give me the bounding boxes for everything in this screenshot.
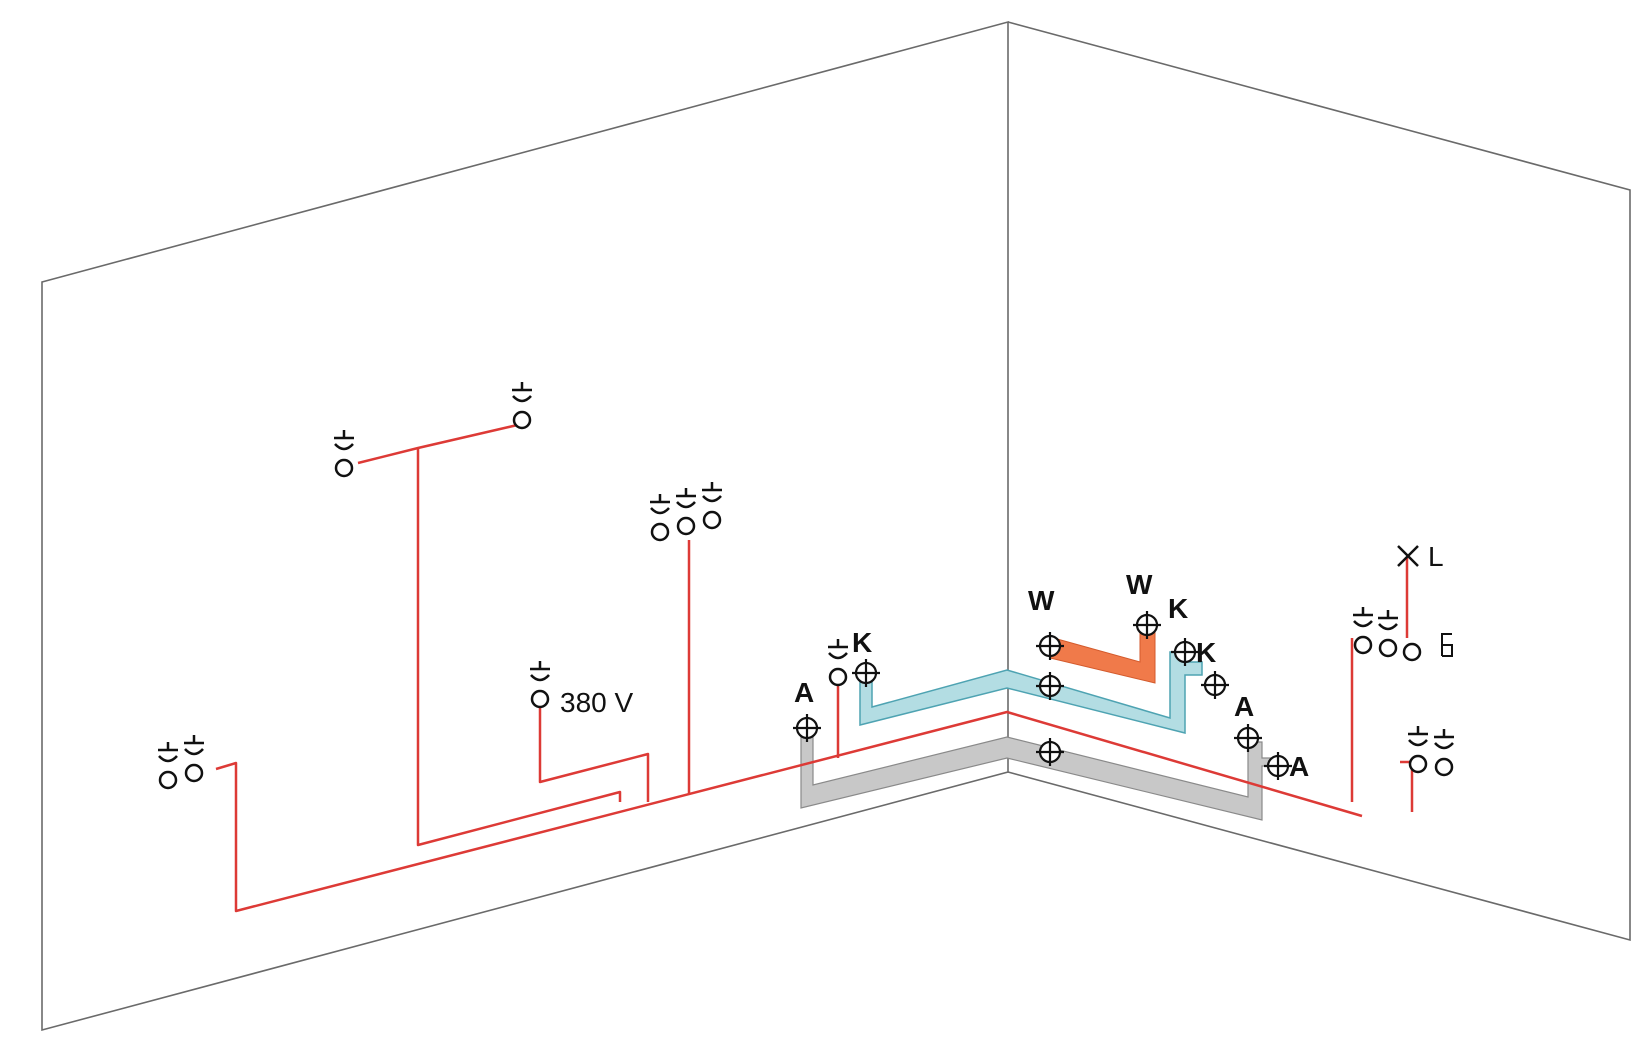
drain-pipe-run	[800, 729, 1279, 821]
light-label: L	[1428, 541, 1444, 572]
socket-pair-upper-branch	[357, 421, 527, 465]
cold-water-label: K	[1168, 593, 1188, 624]
drain-label: A	[1289, 751, 1309, 782]
water-point-crosshair-icon	[1171, 638, 1199, 666]
socket-icon	[158, 742, 178, 790]
socket-icon	[702, 482, 722, 530]
socket-icon	[530, 661, 550, 709]
cold-water-label: K	[852, 627, 872, 658]
socket-icon	[1434, 729, 1454, 777]
socket-icon	[676, 488, 696, 536]
voltage-label: 380 V	[560, 687, 633, 718]
water-point-crosshair-icon	[1234, 724, 1262, 752]
hot-water-label: W	[1126, 569, 1153, 600]
drain-label: A	[1234, 691, 1254, 722]
socket-icon	[1378, 610, 1398, 658]
socket-icon	[1408, 726, 1428, 774]
water-point-crosshair-icon	[1264, 752, 1292, 780]
left-wall	[41, 20, 1009, 1032]
upper-drop-wire	[416, 448, 622, 847]
earth-symbol-icon	[1441, 633, 1453, 657]
drain-label: A	[794, 677, 814, 708]
plain-outlet-icon	[1402, 642, 1422, 662]
water-points	[793, 611, 1292, 780]
sockets	[158, 382, 1454, 790]
heavy-socket-wire	[538, 703, 650, 802]
water-point-crosshair-icon	[1036, 738, 1064, 766]
socket-icon	[1353, 607, 1373, 655]
drain-pipe	[800, 729, 1279, 821]
water-point-crosshair-icon	[1036, 672, 1064, 700]
water-point-crosshair-icon	[1133, 611, 1161, 639]
main-circuit-wire	[215, 710, 1363, 913]
water-point-crosshair-icon	[1201, 671, 1229, 699]
socket-icon	[512, 382, 532, 430]
right-pair-socket-wire	[1400, 760, 1414, 812]
electrical-wiring	[215, 421, 1414, 913]
cold-water-label: K	[1196, 637, 1216, 668]
socket-icon	[184, 735, 204, 783]
socket-icon	[334, 430, 354, 478]
water-point-crosshair-icon	[793, 714, 821, 742]
labels: 380 V W W K K K A A A L	[560, 541, 1444, 782]
socket-icon	[828, 639, 848, 687]
water-point-crosshair-icon	[1036, 632, 1064, 660]
socket-icon	[650, 494, 670, 542]
light-cross-icon	[1397, 545, 1419, 567]
room-walls	[41, 20, 1631, 1032]
water-point-crosshair-icon	[852, 659, 880, 687]
right-wall	[1007, 21, 1631, 942]
hot-water-label: W	[1028, 585, 1055, 616]
